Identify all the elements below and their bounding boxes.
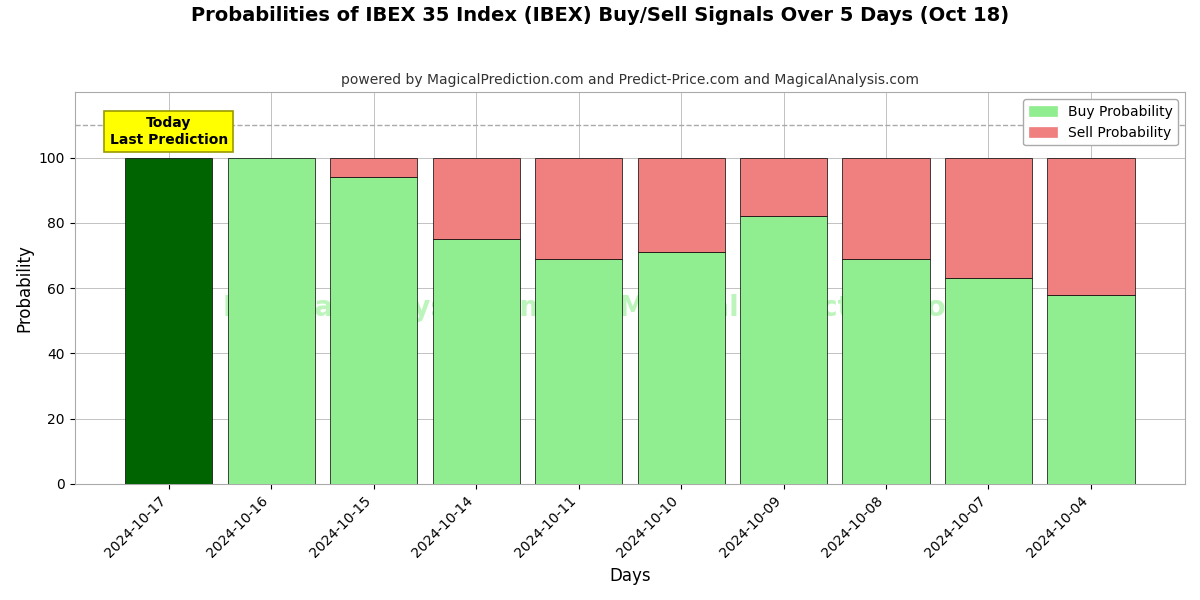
Bar [637, 252, 725, 484]
Title: powered by MagicalPrediction.com and Predict-Price.com and MagicalAnalysis.com: powered by MagicalPrediction.com and Pre… [341, 73, 919, 87]
Bar [432, 158, 520, 239]
Y-axis label: Probability: Probability [16, 244, 34, 332]
Bar [637, 158, 725, 252]
Bar [740, 158, 827, 216]
Legend: Buy Probability, Sell Probability: Buy Probability, Sell Probability [1024, 99, 1178, 145]
Bar [842, 259, 930, 484]
X-axis label: Days: Days [610, 567, 650, 585]
Bar [432, 239, 520, 484]
Text: Probabilities of IBEX 35 Index (IBEX) Buy/Sell Signals Over 5 Days (Oct 18): Probabilities of IBEX 35 Index (IBEX) Bu… [191, 6, 1009, 25]
Text: MagicalAnalysis.com: MagicalAnalysis.com [222, 293, 548, 322]
Bar [842, 158, 930, 259]
Text: MagicalPrediction.com: MagicalPrediction.com [618, 293, 974, 322]
Bar [330, 158, 418, 177]
Bar [535, 158, 622, 259]
Bar [944, 278, 1032, 484]
Bar [1048, 158, 1134, 295]
Bar [125, 158, 212, 484]
Bar [740, 216, 827, 484]
Bar [1048, 295, 1134, 484]
Bar [944, 158, 1032, 278]
Text: Today
Last Prediction: Today Last Prediction [109, 116, 228, 146]
Bar [535, 259, 622, 484]
Bar [228, 158, 314, 484]
Bar [330, 177, 418, 484]
